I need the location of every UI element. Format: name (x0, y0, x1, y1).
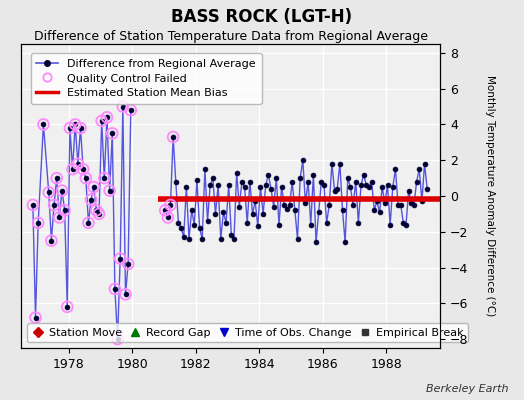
Legend: Station Move, Record Gap, Time of Obs. Change, Empirical Break: Station Move, Record Gap, Time of Obs. C… (27, 324, 468, 342)
Point (34, 220, 42, 226)
Point (163, 214, 172, 221)
Text: BASS ROCK (LGT-H): BASS ROCK (LGT-H) (171, 8, 353, 26)
Point (90, 184, 98, 190)
Point (124, 261, 133, 267)
Point (82, 175, 90, 181)
Point (113, 336, 122, 342)
Point (116, 255, 124, 262)
Point (103, 114, 111, 120)
Point (2, 118, 10, 124)
Point (127, 107, 135, 113)
Y-axis label: Monthly Temperature Anomaly Difference (°C): Monthly Temperature Anomaly Difference (… (485, 75, 495, 317)
Point (111, 286, 119, 292)
Point (50, 202, 58, 208)
Point (122, 291, 130, 298)
Point (71, 121, 80, 128)
Point (31, 314, 40, 321)
Point (45, 189, 53, 196)
Point (118, 103, 127, 110)
Point (84, 220, 93, 226)
Point (58, 188, 66, 194)
Point (68, 166, 77, 172)
Point (74, 161, 82, 167)
Point (105, 188, 114, 194)
Point (97, 118, 106, 124)
Point (92, 207, 101, 214)
Point (87, 196, 95, 203)
Point (161, 207, 169, 214)
Point (60, 207, 69, 214)
Point (79, 166, 88, 172)
Point (52, 175, 61, 181)
Point (55, 214, 63, 221)
Point (108, 130, 116, 137)
Title: Difference of Station Temperature Data from Regional Average: Difference of Station Temperature Data f… (34, 30, 428, 43)
Point (100, 175, 108, 181)
Point (166, 202, 174, 208)
Point (63, 304, 71, 310)
Point (77, 125, 85, 131)
Point (169, 134, 177, 140)
Point (66, 125, 74, 131)
Point (47, 238, 56, 244)
Point (39, 121, 48, 128)
Point (29, 202, 37, 208)
Text: Berkeley Earth: Berkeley Earth (426, 384, 508, 394)
Point (95, 211, 103, 217)
